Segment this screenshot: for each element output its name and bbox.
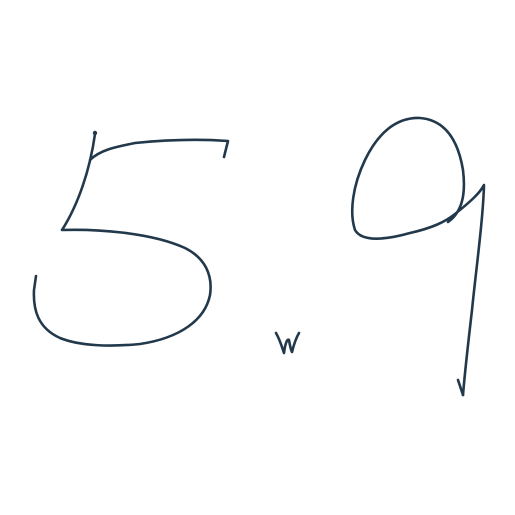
decimal-point-stroke [274,331,301,355]
digit-nine-stroke [350,116,486,397]
digit-five-stroke [32,130,230,347]
